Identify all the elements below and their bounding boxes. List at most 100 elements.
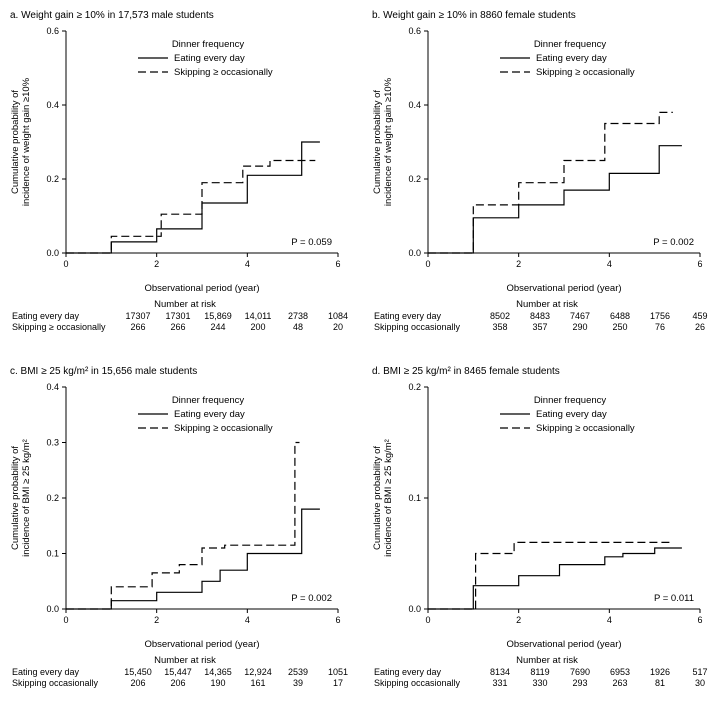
chart-c: 0 2 4 6 0.0 0.1 0.2 0.3 0.4 Observational period … xyxy=(10,382,341,650)
panel-c: c. BMI ≥ 25 kg/m² in 15,656 male student… xyxy=(0,356,362,713)
legend: Dinner frequency Eating every day Skipping… xyxy=(500,395,635,434)
risk-value: 20 xyxy=(332,322,343,332)
x-tick-label: 2 xyxy=(154,259,159,269)
y-tick-label: 0.6 xyxy=(46,26,59,36)
risk-value: 12,924 xyxy=(244,667,272,677)
p-value: P = 0.011 xyxy=(654,593,694,604)
legend-label-skipping-occasionally: Skipping ≥ occasionally xyxy=(536,423,635,434)
risk-value: 15,869 xyxy=(204,311,232,321)
risk-value: 14,011 xyxy=(244,311,272,321)
y-tick-label: 0.1 xyxy=(408,493,421,503)
risk-value: 2738 xyxy=(287,311,309,321)
p-value: P = 0.002 xyxy=(291,593,332,604)
x-tick-label: 6 xyxy=(335,615,340,625)
risk-value: 1084 xyxy=(327,311,349,321)
legend-title: Dinner frequency xyxy=(172,395,245,406)
risk-value: 15,450 xyxy=(124,667,152,677)
risk-row-label: Eating every day xyxy=(12,311,80,321)
risk-row-label: Eating every day xyxy=(374,311,442,321)
risk-value: 200 xyxy=(250,322,266,332)
panel-d: d. BMI ≥ 25 kg/m² in 8465 female student… xyxy=(362,356,724,713)
p-value: P = 0.002 xyxy=(653,237,694,248)
legend-title: Dinner frequency xyxy=(534,395,607,406)
risk-value: 7690 xyxy=(569,667,591,677)
risk-value: 266 xyxy=(130,322,146,332)
y-tick-label: 0.2 xyxy=(408,174,421,184)
x-tick-label: 2 xyxy=(154,615,159,625)
y-tick-label: 0.0 xyxy=(46,248,59,258)
y-axis-title: Cumulative probability ofincidence of BM… xyxy=(10,439,32,557)
series-eating-every-day xyxy=(428,145,682,254)
x-tick-label: 6 xyxy=(697,259,702,269)
risk-value: 206 xyxy=(130,678,146,688)
risk-value: 2539 xyxy=(287,667,309,677)
y-tick-label: 0.4 xyxy=(408,100,421,110)
panel-title-a: a. Weight gain ≥ 10% in 17,573 male stud… xyxy=(10,10,214,21)
y-tick-label: 0.2 xyxy=(46,174,59,184)
legend-title: Dinner frequency xyxy=(534,39,607,50)
risk-value: 6953 xyxy=(609,667,631,677)
panel-a: a. Weight gain ≥ 10% in 17,573 male stud… xyxy=(0,0,362,356)
risk-row-label: Skipping ≥ occasionally xyxy=(12,322,106,332)
x-tick-label: 2 xyxy=(516,615,521,625)
y-tick-label: 0.4 xyxy=(46,100,59,110)
risk-row: Eating every day 8134 8119 7690 6953 1926 517 xyxy=(374,667,720,678)
risk-value: 76 xyxy=(654,322,665,332)
x-tick-label: 0 xyxy=(63,615,68,625)
series-skipping-occasionally xyxy=(66,159,316,254)
legend-label-skipping-occasionally: Skipping ≥ occasionally xyxy=(174,67,273,78)
risk-value: 8134 xyxy=(489,667,511,677)
risk-value: 517 xyxy=(692,667,708,677)
risk-value: 331 xyxy=(492,678,508,688)
y-tick-label: 0.0 xyxy=(408,248,421,258)
x-tick-label: 4 xyxy=(607,615,612,625)
y-axis-title: Cumulative probability ofincidence of BM… xyxy=(372,439,394,557)
risk-value: 8483 xyxy=(529,311,551,321)
x-tick-label: 2 xyxy=(516,259,521,269)
risk-value: 7467 xyxy=(569,311,591,321)
risk-value: 244 xyxy=(210,322,226,332)
x-tick-label: 0 xyxy=(425,259,430,269)
risk-value: 357 xyxy=(532,322,548,332)
panel-title-b: b. Weight gain ≥ 10% in 8860 female stud… xyxy=(372,10,576,21)
risk-value: 17 xyxy=(332,678,343,688)
risk-value: 48 xyxy=(292,322,303,332)
risk-row: Eating every day 15,450 15,447 14,365 12,924… xyxy=(12,667,358,678)
risk-row: Skipping occasionally 358 357 290 250 76 26 xyxy=(374,322,720,333)
risk-value: 81 xyxy=(654,678,665,688)
risk-value: 30 xyxy=(694,678,705,688)
risk-value: 26 xyxy=(694,322,705,332)
risk-value: 290 xyxy=(572,322,588,332)
legend-label-skipping-occasionally: Skipping ≥ occasionally xyxy=(536,67,635,78)
risk-table-c: Number at risk Eating every day 15,450 15,4… xyxy=(12,655,358,689)
legend-label-eating-every-day: Eating every day xyxy=(536,53,607,64)
risk-value: 190 xyxy=(210,678,226,688)
x-tick-label: 6 xyxy=(335,259,340,269)
risk-value: 266 xyxy=(170,322,186,332)
y-tick-label: 0.6 xyxy=(408,26,421,36)
panel-title-c: c. BMI ≥ 25 kg/m² in 15,656 male student… xyxy=(10,366,198,377)
panel-title-d: d. BMI ≥ 25 kg/m² in 8465 female student… xyxy=(372,366,560,377)
risk-header: Number at risk xyxy=(154,655,216,666)
risk-value: 293 xyxy=(572,678,588,688)
x-tick-label: 4 xyxy=(245,615,250,625)
risk-value: 206 xyxy=(170,678,186,688)
risk-value: 8502 xyxy=(489,311,511,321)
risk-row-label: Eating every day xyxy=(12,667,80,677)
risk-header: Number at risk xyxy=(154,299,216,310)
x-axis-title: Observational period (year) xyxy=(506,639,621,650)
risk-row-label: Skipping occasionally xyxy=(12,678,99,688)
risk-table-b: Number at risk Eating every day 8502 8483 74… xyxy=(374,299,720,333)
series-skipping-occasionally xyxy=(428,541,671,610)
legend-label-skipping-occasionally: Skipping ≥ occasionally xyxy=(174,423,273,434)
risk-row: Skipping occasionally 331 330 293 263 81 30 xyxy=(374,678,720,689)
risk-value: 17307 xyxy=(125,311,151,321)
legend: Dinner frequency Eating every day Skipping… xyxy=(138,395,273,434)
risk-value: 39 xyxy=(292,678,303,688)
risk-value: 8119 xyxy=(530,667,550,677)
x-tick-label: 4 xyxy=(245,259,250,269)
y-axis-title: Cumulative probability ofincidence of we… xyxy=(372,77,394,206)
legend: Dinner frequency Eating every day Skipping… xyxy=(138,39,273,78)
series-eating-every-day xyxy=(66,508,320,610)
